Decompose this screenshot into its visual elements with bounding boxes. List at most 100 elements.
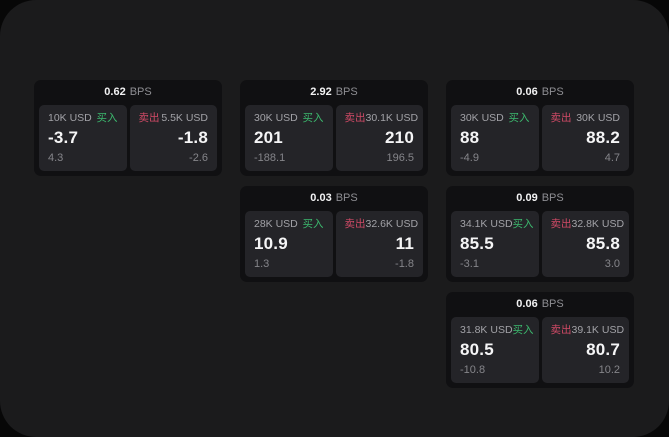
sell-change: 196.5 xyxy=(386,152,414,164)
buy-panel[interactable]: 28K USD 买入 10.9 1.3 xyxy=(245,211,333,277)
sell-amount: 5.5K USD xyxy=(161,112,208,124)
buy-panel-header: 30K USD 买入 xyxy=(254,112,324,125)
price-panels: 28K USD 买入 10.9 1.3 卖出 32.6K USD 11 -1.8 xyxy=(240,211,428,282)
spread-header: 0.06 BPS xyxy=(446,292,634,317)
sell-panel-header: 卖出 39.1K USD xyxy=(550,324,625,337)
sell-amount: 30.1K USD xyxy=(365,112,419,124)
buy-panel-header: 30K USD 买入 xyxy=(460,112,530,125)
buy-price: -3.7 xyxy=(48,128,79,147)
buy-amount: 28K USD xyxy=(254,218,298,230)
spread-header: 0.62 BPS xyxy=(34,80,222,105)
buy-panel-header: 10K USD 买入 xyxy=(48,112,118,125)
sell-panel-header: 卖出 30K USD xyxy=(551,112,621,125)
sell-price: -1.8 xyxy=(177,128,208,147)
spread-value: 2.92 xyxy=(310,86,332,98)
buy-price: 88 xyxy=(460,128,480,147)
quote-card: 0.06 BPS 30K USD 买入 88 -4.9 卖出 30K USD 8… xyxy=(446,80,634,176)
sell-change: -1.8 xyxy=(395,258,414,270)
sell-price: 80.7 xyxy=(586,340,620,359)
buy-side-label: 买入 xyxy=(508,112,530,124)
sell-panel-header: 卖出 32.8K USD xyxy=(550,218,625,231)
spread-unit: BPS xyxy=(541,298,564,310)
price-panels: 10K USD 买入 -3.7 4.3 卖出 5.5K USD -1.8 -2.… xyxy=(34,105,222,176)
sell-panel[interactable]: 卖出 32.6K USD 11 -1.8 xyxy=(335,211,423,277)
sell-amount: 30K USD xyxy=(576,112,620,124)
sell-panel[interactable]: 卖出 30K USD 88.2 4.7 xyxy=(541,105,629,171)
buy-panel[interactable]: 34.1K USD 买入 85.5 -3.1 xyxy=(451,211,539,277)
spread-header: 0.06 BPS xyxy=(446,80,634,105)
quote-cards-grid: 0.62 BPS 10K USD 买入 -3.7 4.3 卖出 5.5K USD… xyxy=(34,80,634,388)
buy-amount: 30K USD xyxy=(254,112,298,124)
spread-unit: BPS xyxy=(541,192,564,204)
sell-panel[interactable]: 卖出 32.8K USD 85.8 3.0 xyxy=(541,211,629,277)
buy-panel[interactable]: 30K USD 买入 88 -4.9 xyxy=(451,105,539,171)
spread-unit: BPS xyxy=(541,86,564,98)
sell-panel-header: 卖出 5.5K USD xyxy=(139,112,209,125)
sell-side-label: 卖出 xyxy=(550,112,572,124)
quote-card: 0.62 BPS 10K USD 买入 -3.7 4.3 卖出 5.5K USD… xyxy=(34,80,222,176)
sell-change: 10.2 xyxy=(598,364,620,376)
buy-panel[interactable]: 10K USD 买入 -3.7 4.3 xyxy=(39,105,127,171)
sell-amount: 39.1K USD xyxy=(571,324,625,336)
buy-panel-header: 34.1K USD 买入 xyxy=(460,218,534,231)
buy-change: -4.9 xyxy=(460,152,479,164)
sell-side-label: 卖出 xyxy=(344,112,366,124)
price-panels: 31.8K USD 买入 80.5 -10.8 卖出 39.1K USD 80.… xyxy=(446,317,634,388)
spread-value: 0.03 xyxy=(310,192,332,204)
buy-price: 80.5 xyxy=(460,340,494,359)
spread-value: 0.06 xyxy=(516,86,538,98)
sell-price: 88.2 xyxy=(586,128,620,147)
sell-amount: 32.8K USD xyxy=(571,218,625,230)
sell-amount: 32.6K USD xyxy=(365,218,419,230)
sell-change: -2.6 xyxy=(189,152,208,164)
buy-price: 201 xyxy=(254,128,283,147)
buy-price: 85.5 xyxy=(460,234,494,253)
sell-panel-header: 卖出 30.1K USD xyxy=(344,112,419,125)
spread-header: 0.03 BPS xyxy=(240,186,428,211)
buy-side-label: 买入 xyxy=(302,218,324,230)
buy-amount: 34.1K USD xyxy=(460,218,513,230)
buy-change: 1.3 xyxy=(254,258,270,270)
sell-side-label: 卖出 xyxy=(550,218,572,230)
buy-amount: 30K USD xyxy=(460,112,504,124)
spread-value: 0.09 xyxy=(516,192,538,204)
sell-change: 3.0 xyxy=(604,258,620,270)
buy-side-label: 买入 xyxy=(96,112,118,124)
buy-amount: 10K USD xyxy=(48,112,92,124)
quote-card: 0.06 BPS 31.8K USD 买入 80.5 -10.8 卖出 39.1… xyxy=(446,292,634,388)
buy-amount: 31.8K USD xyxy=(460,324,513,336)
buy-side-label: 买入 xyxy=(512,324,534,336)
sell-side-label: 卖出 xyxy=(344,218,366,230)
price-panels: 30K USD 买入 201 -188.1 卖出 30.1K USD 210 1… xyxy=(240,105,428,176)
spread-header: 2.92 BPS xyxy=(240,80,428,105)
price-panels: 34.1K USD 买入 85.5 -3.1 卖出 32.8K USD 85.8… xyxy=(446,211,634,282)
sell-price: 11 xyxy=(395,234,414,253)
buy-change: -10.8 xyxy=(460,364,486,376)
sell-panel[interactable]: 卖出 5.5K USD -1.8 -2.6 xyxy=(129,105,217,171)
buy-change: -188.1 xyxy=(254,152,286,164)
spread-value: 0.62 xyxy=(104,86,126,98)
sell-panel-header: 卖出 32.6K USD xyxy=(344,218,419,231)
buy-change: -3.1 xyxy=(460,258,479,270)
sell-panel[interactable]: 卖出 30.1K USD 210 196.5 xyxy=(335,105,423,171)
spread-header: 0.09 BPS xyxy=(446,186,634,211)
price-panels: 30K USD 买入 88 -4.9 卖出 30K USD 88.2 4.7 xyxy=(446,105,634,176)
buy-side-label: 买入 xyxy=(302,112,324,124)
buy-price: 10.9 xyxy=(254,234,288,253)
buy-panel[interactable]: 31.8K USD 买入 80.5 -10.8 xyxy=(451,317,539,383)
spread-value: 0.06 xyxy=(516,298,538,310)
sell-price: 85.8 xyxy=(586,234,620,253)
sell-change: 4.7 xyxy=(604,152,620,164)
quote-card: 0.03 BPS 28K USD 买入 10.9 1.3 卖出 32.6K US… xyxy=(240,186,428,282)
sell-price: 210 xyxy=(385,128,414,147)
sell-panel[interactable]: 卖出 39.1K USD 80.7 10.2 xyxy=(541,317,629,383)
buy-panel[interactable]: 30K USD 买入 201 -188.1 xyxy=(245,105,333,171)
spread-unit: BPS xyxy=(335,192,358,204)
sell-side-label: 卖出 xyxy=(550,324,572,336)
spread-unit: BPS xyxy=(335,86,358,98)
sell-side-label: 卖出 xyxy=(138,112,160,124)
buy-change: 4.3 xyxy=(48,152,64,164)
buy-panel-header: 28K USD 买入 xyxy=(254,218,324,231)
buy-side-label: 买入 xyxy=(512,218,534,230)
